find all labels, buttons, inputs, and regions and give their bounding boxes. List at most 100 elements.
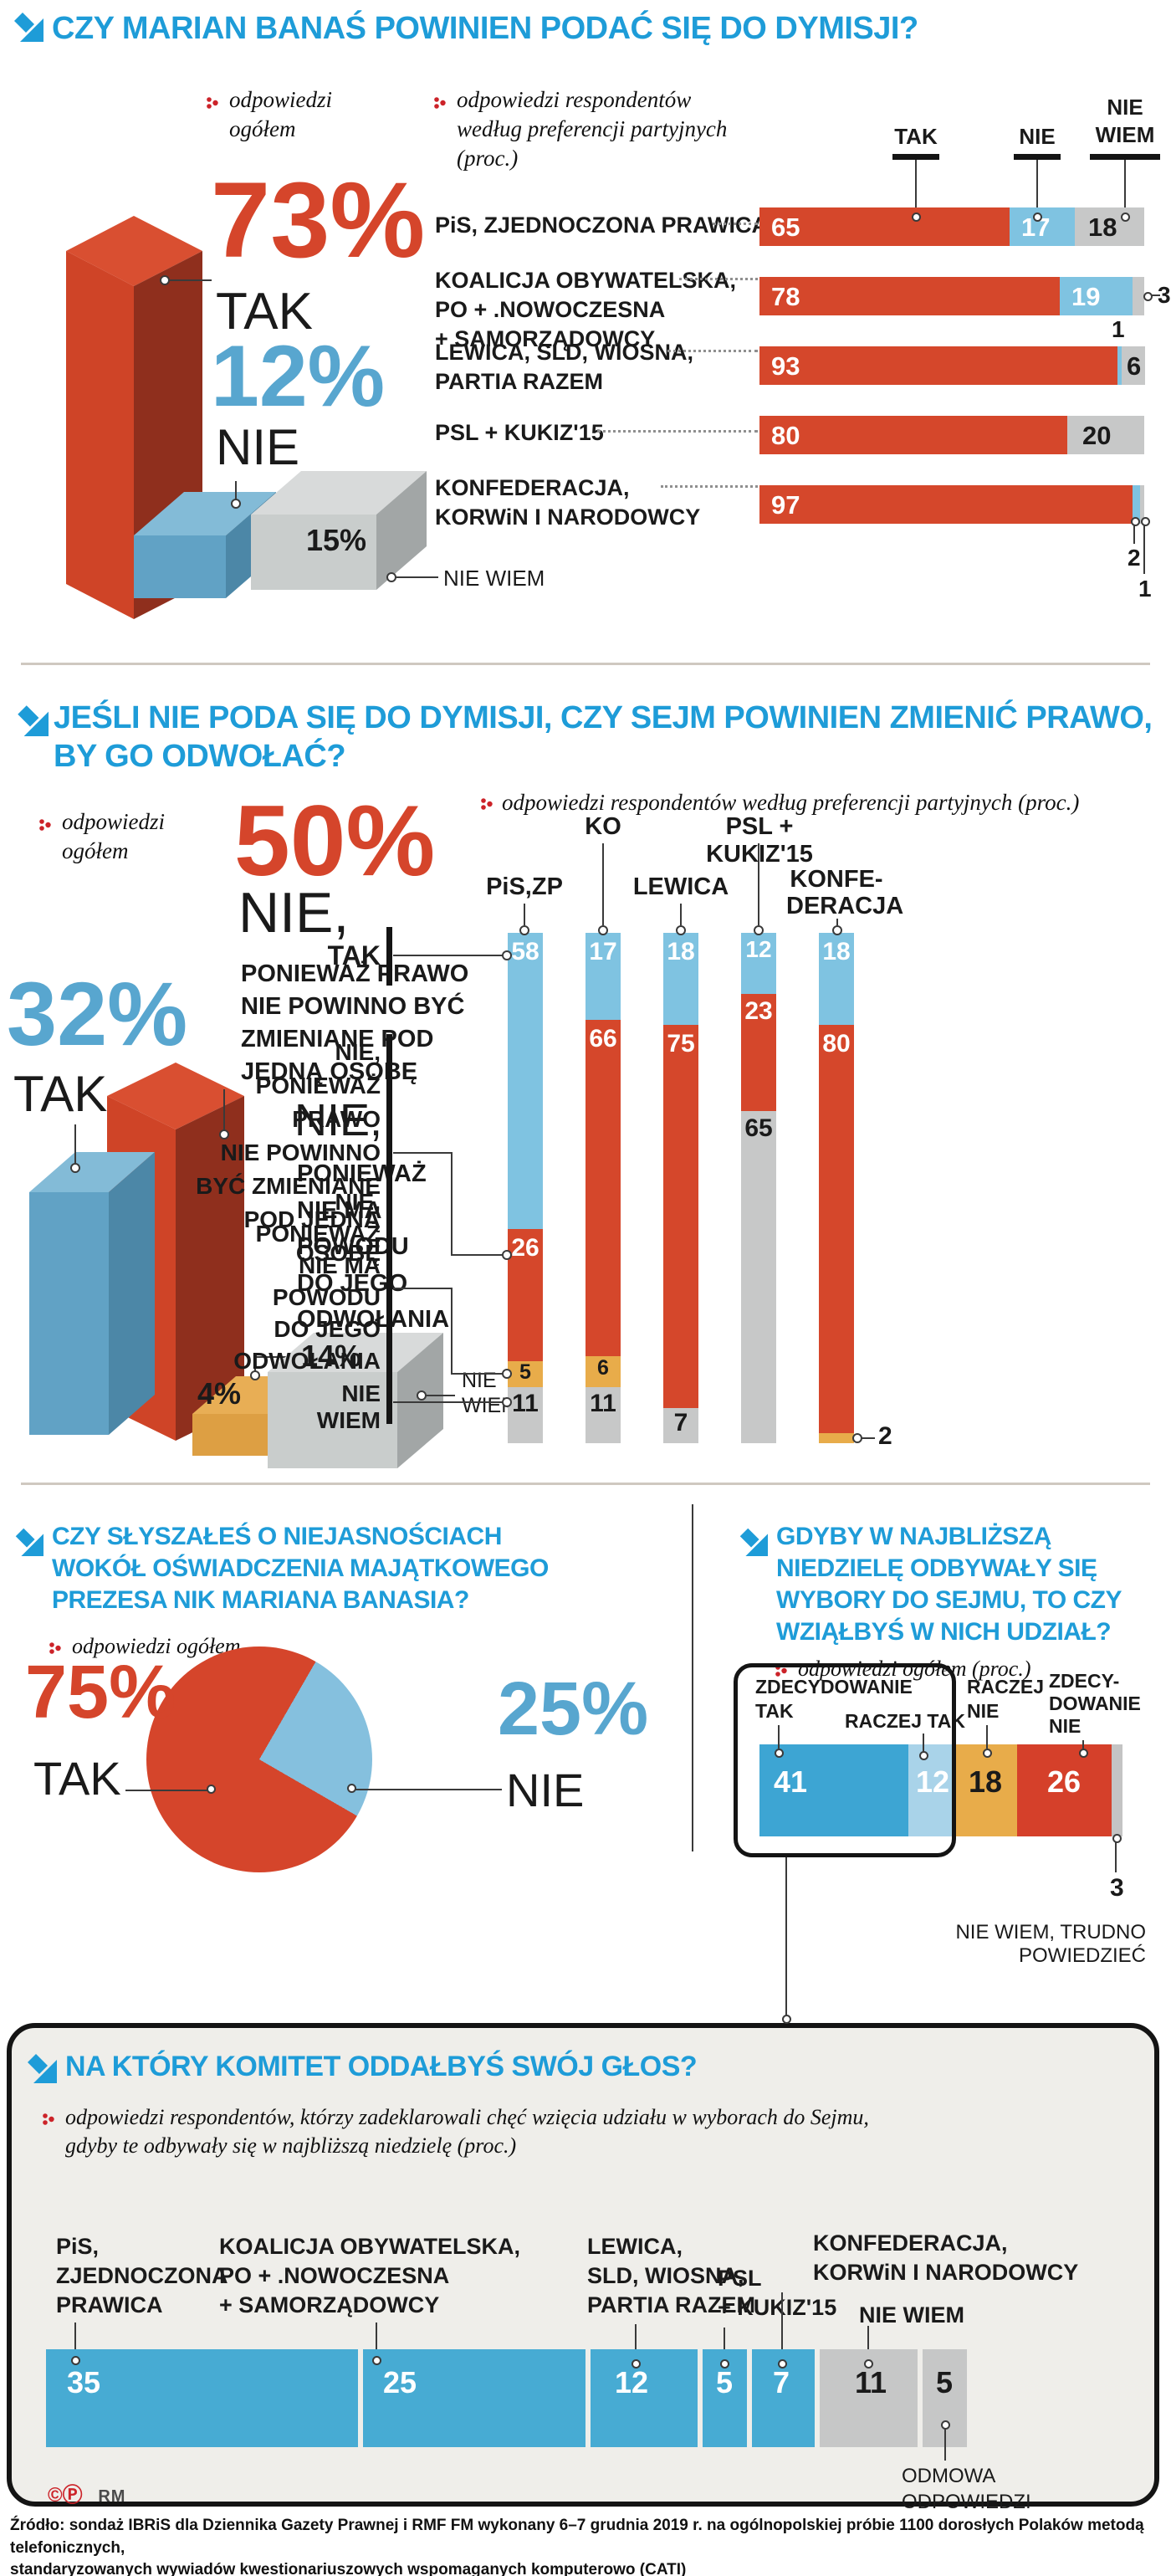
- note-marker-icon: [207, 97, 218, 109]
- row-label: PSL + KUKIZ'15: [435, 420, 604, 445]
- legend-tak: TAK: [894, 124, 938, 149]
- col-value: 7: [673, 1409, 688, 1437]
- turnout-value: 41: [774, 1764, 808, 1799]
- committee-dot: [720, 2359, 729, 2369]
- stacked-column: [819, 933, 854, 1443]
- col-seg-nw: [508, 1387, 543, 1443]
- arrow-icon: [28, 2054, 57, 2083]
- q2-14pct: 14%: [301, 1339, 362, 1373]
- legend-niewiem: NIE WIEM: [1095, 95, 1155, 147]
- bar-segment-nie: [1133, 485, 1140, 524]
- committee-seg-lewica: [591, 2349, 698, 2447]
- committee-line: [376, 2322, 377, 2358]
- col-value: 12: [745, 936, 772, 962]
- seg-raczej-tak: [908, 1744, 952, 1836]
- pie-tak-label: TAK: [33, 1752, 121, 1805]
- section-2: JEŚLI NIE PODA SIĘ DO DYMISJI, CZY SEJM …: [0, 665, 1171, 1485]
- col-seg-nw: [741, 1111, 776, 1443]
- legend-dot: [1033, 213, 1042, 222]
- copyright: ©Ⓟ RM: [48, 2478, 125, 2507]
- col-seg-tak: [741, 933, 776, 994]
- divider: [21, 663, 1150, 665]
- col-seg-tak: [819, 933, 854, 1025]
- odmowa-dot: [941, 2420, 950, 2430]
- row-label-nw: NIE WIEM: [316, 1380, 381, 1433]
- turnout-label: RACZEJ NIE: [967, 1676, 1045, 1722]
- bar-segment-nie: 17: [1010, 207, 1075, 246]
- odmowa-line: [944, 2429, 946, 2461]
- stacked-column: [741, 933, 776, 1443]
- committee-dot: [632, 2359, 641, 2369]
- callout-line: [1133, 525, 1135, 544]
- rm-credit: RM: [98, 2487, 126, 2506]
- turnout-nw-line: [1115, 1842, 1117, 1872]
- turnout-value: 18: [969, 1764, 1003, 1799]
- committee-label: KOALICJA OBYWATELSKA, PO + .NOWOCZESNA +…: [219, 2234, 521, 2318]
- turnout-dot: [1079, 1749, 1088, 1758]
- committee-seg-pis: [46, 2349, 358, 2447]
- turnout-dot: [919, 1751, 928, 1760]
- turnout-value: 26: [1047, 1764, 1082, 1799]
- committee-value: 11: [855, 2365, 887, 2399]
- q2-mid-nie: NIE,: [294, 1095, 383, 1145]
- turnout-nw-dot: [1112, 1834, 1122, 1843]
- row-label: KONFEDERACJA, KORWiN I NARODOWCY: [435, 475, 701, 530]
- overall-niewiem-pct: 15%: [306, 523, 367, 557]
- callout-value: 2: [1128, 545, 1141, 571]
- q2-4pct: 4%: [197, 1376, 242, 1411]
- committee-value: 7: [773, 2365, 790, 2399]
- bar-segment-niewiem: 6: [1122, 346, 1145, 385]
- leader: [661, 485, 758, 488]
- col-seg-nie1: [508, 1229, 543, 1361]
- section3l-title: CZY SŁYSZAŁEŚ O NIEJASNOŚCIACH WOKÓŁ OŚW…: [52, 1523, 549, 1615]
- row-label: KOALICJA OBYWATELSKA, PO + .NOWOCZESNA +…: [435, 268, 737, 352]
- leader: [597, 430, 758, 433]
- col-value: 75: [667, 1030, 695, 1058]
- col-value: 11: [512, 1390, 539, 1417]
- committee-label: LEWICA, SLD, WIOSNA, PARTIA RAZEM: [587, 2234, 755, 2318]
- stacked-bar-row: 80 20: [759, 416, 1144, 454]
- legend-nie: NIE: [1019, 124, 1056, 149]
- committee-line: [867, 2326, 869, 2361]
- turnout-dot: [775, 1749, 784, 1758]
- turnout-nw-value: 3: [1110, 1874, 1124, 1902]
- row-label: PiS, ZJEDNOCZONA PRAWICA: [435, 213, 769, 238]
- turnout-label: ZDECY- DOWANIE NIE: [1049, 1670, 1141, 1738]
- odmowa-label: ODMOWA ODPOWIEDZI: [902, 2465, 1031, 2514]
- committee-label: PiS, ZJEDNOCZONA PRAWICA: [56, 2234, 228, 2318]
- callout-dot: [1131, 517, 1140, 526]
- col-label: KONFE- DERACJA: [786, 866, 904, 919]
- overall-nie-label: NIE: [216, 419, 300, 475]
- bar-segment-tak: 97: [759, 485, 1133, 524]
- col-value: 58: [511, 938, 539, 965]
- section3l-note: odpowiedzi ogółem: [72, 1634, 241, 1658]
- highlight-box: [734, 1663, 956, 1857]
- turnout-dot: [983, 1749, 992, 1758]
- bar-segment-tak: 65: [759, 207, 1010, 246]
- committee-label-niewiem: NIE WIEM: [859, 2302, 964, 2328]
- col-seg-tak: [508, 933, 543, 1229]
- seg-niewiem: [1112, 1744, 1122, 1836]
- footer-source: Źródło: sondaż IBRiS dla Dziennika Gazet…: [10, 2517, 1144, 2576]
- bar-segment-tak: 93: [759, 346, 1117, 385]
- col-seg-nie1: [819, 1025, 854, 1433]
- col-value: 11: [590, 1390, 616, 1417]
- row-label-nie2: NIE, PONIEWAŻ NIE MA POWODU DO JEGO ODWO…: [233, 1189, 381, 1375]
- col-seg-nie2: [586, 1356, 621, 1387]
- pie-chart: [146, 1646, 372, 1872]
- pie-tak-dot: [207, 1785, 216, 1794]
- col-seg-nie1: [586, 1020, 621, 1356]
- committee-line: [74, 2322, 76, 2358]
- committee-line: [781, 2292, 783, 2361]
- stacked-bar-row: 78 19: [759, 277, 1144, 315]
- leader: [713, 223, 758, 225]
- bar-segment-tak: 78: [759, 277, 1060, 315]
- col-value: 23: [744, 997, 773, 1025]
- legend-niewiem-bar: [1090, 154, 1160, 160]
- pie-nie-pct: 25%: [498, 1667, 649, 1751]
- legend-line: [915, 160, 917, 215]
- bar-segment-niewiem: [1133, 277, 1144, 315]
- seg-zdec-tak: [759, 1744, 908, 1836]
- col-value: 5: [519, 1360, 531, 1384]
